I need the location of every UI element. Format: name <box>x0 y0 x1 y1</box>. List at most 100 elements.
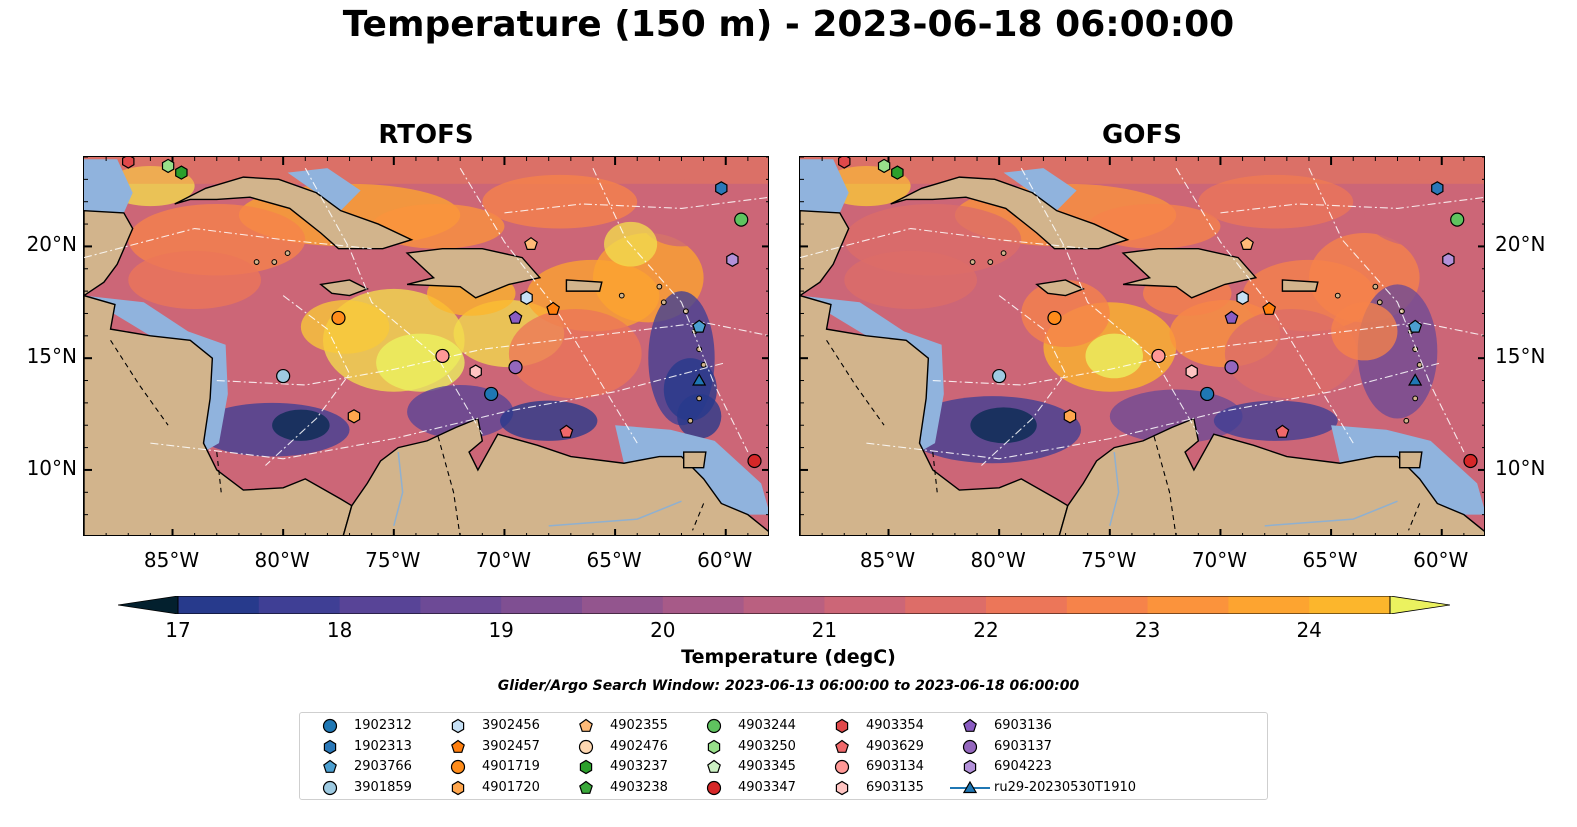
hexagon-marker-icon <box>451 718 465 734</box>
float-marker-4903347 <box>1463 453 1478 469</box>
colorbar-bin <box>662 596 745 614</box>
colorbar-label: Temperature (degC) <box>681 646 896 668</box>
float-marker-ru29-20230530T1910 <box>692 373 707 386</box>
float-marker-1902312 <box>1200 386 1215 402</box>
legend-label: 6903137 <box>994 738 1052 754</box>
legend-label: 3902456 <box>482 718 540 733</box>
search-window-note: Glider/Argo Search Window: 2023-06-13 06… <box>497 678 1080 694</box>
lat-tick-label-right: 10°N <box>1495 455 1546 480</box>
legend-label: ru29-20230530T1910 <box>994 779 1137 795</box>
legend-label: 4903238 <box>610 779 668 795</box>
float-marker-4903354 <box>121 157 135 169</box>
colorbar-bin <box>986 596 1068 614</box>
float-marker-ru29-20230530T1910 <box>1408 373 1423 386</box>
circle-marker-icon <box>322 780 338 795</box>
legend-label: 6903134 <box>866 759 924 774</box>
hexagon-marker-icon <box>451 780 465 795</box>
lat-tick-label-right: 20°N <box>1495 232 1546 257</box>
float-marker-4903250 <box>877 158 891 174</box>
colorbar-bin <box>582 596 664 614</box>
legend-label: 4903237 <box>610 759 668 774</box>
float-marker-4903237 <box>891 165 904 180</box>
float-marker-6903135 <box>1185 364 1198 379</box>
legend-label: 6903136 <box>994 718 1052 733</box>
colorbar-tick-label: 23 <box>1134 618 1161 642</box>
float-marker-4903629 <box>1275 424 1290 438</box>
legend: 1902312 1902313 2903766 3901859 3902456 39024… <box>299 712 1268 800</box>
legend-label: 2903766 <box>354 759 412 774</box>
float-marker-3902457 <box>546 301 561 315</box>
float-marker-1902312 <box>484 386 499 402</box>
colorbar-bin <box>905 596 987 614</box>
lat-tick-label-right: 15°N <box>1495 344 1546 369</box>
float-marker-1902313 <box>715 181 728 196</box>
float-marker-4903629 <box>559 424 574 438</box>
colorbar-bin <box>501 596 583 614</box>
float-marker-3902457 <box>1262 301 1277 315</box>
circle-marker-icon <box>322 718 338 734</box>
colorbar-tick-label: 19 <box>488 618 514 642</box>
float-marker-2903766 <box>1408 319 1423 333</box>
legend-label: 3902457 <box>482 738 540 754</box>
legend-label: 4903345 <box>738 759 796 774</box>
float-marker-4901719 <box>331 310 346 326</box>
lon-tick-label: 65°W <box>1302 548 1358 572</box>
colorbar-max-extend <box>1389 595 1451 615</box>
circle-marker-icon <box>706 718 722 734</box>
legend-label: 4902476 <box>610 738 668 754</box>
legend-label: 6904223 <box>994 759 1052 774</box>
lat-tick-label-left: 10°N <box>26 455 77 480</box>
float-marker-4903244 <box>1450 212 1465 227</box>
circle-marker-icon <box>834 759 850 775</box>
lon-tick-label: 70°W <box>1191 548 1248 572</box>
float-marker-6903136 <box>508 310 523 324</box>
colorbar-tick-label: 21 <box>811 618 838 642</box>
hexagon-marker-icon <box>707 739 721 754</box>
hexagon-marker-icon <box>835 718 849 734</box>
pentagon-marker-icon <box>579 780 593 794</box>
float-marker-4903237 <box>175 165 188 180</box>
float-marker-3902456 <box>520 290 533 305</box>
colorbar-tick-label: 24 <box>1296 618 1322 642</box>
lon-tick-label: 85°W <box>859 548 916 572</box>
float-marker-4901720 <box>1063 409 1077 424</box>
pentagon-marker-icon <box>451 739 465 753</box>
hexagon-marker-icon <box>323 739 337 754</box>
colorbar-bin <box>824 596 906 614</box>
float-marker-3902456 <box>1236 290 1249 305</box>
legend-label: 1902312 <box>354 718 412 733</box>
hexagon-marker-icon <box>963 759 977 775</box>
pentagon-marker-icon <box>579 718 593 732</box>
legend-label: 4901720 <box>482 779 540 795</box>
float-marker-6903135 <box>469 364 482 379</box>
figure-title: Temperature (150 m) - 2023-06-18 06:00:0… <box>342 4 1235 45</box>
colorbar <box>117 595 1451 615</box>
colorbar-bin <box>1228 596 1310 614</box>
lon-tick-label: 80°W <box>254 548 310 572</box>
pentagon-marker-icon <box>707 759 721 773</box>
float-marker-4903244 <box>734 212 749 227</box>
float-marker-4903354 <box>837 157 851 169</box>
float-marker-2903766 <box>692 319 707 333</box>
circle-marker-icon <box>706 780 722 795</box>
float-marker-3901859 <box>276 368 291 384</box>
lon-tick-label: 75°W <box>1081 548 1137 572</box>
circle-marker-icon <box>450 759 466 775</box>
map-rtofs <box>83 156 769 536</box>
float-marker-6903136 <box>1224 310 1239 324</box>
hexagon-marker-icon <box>835 780 849 795</box>
colorbar-bin <box>1147 596 1229 614</box>
float-marker-4902355 <box>1240 236 1254 251</box>
float-marker-4903250 <box>161 158 175 174</box>
colorbar-tick-label: 20 <box>650 618 676 642</box>
legend-label: 4903629 <box>866 738 924 754</box>
float-marker-6904223 <box>726 252 739 267</box>
colorbar-bin <box>178 596 260 614</box>
float-marker-4902355 <box>524 236 538 251</box>
legend-label: 4903244 <box>738 718 796 733</box>
colorbar-bin <box>339 596 421 614</box>
panel-title-rtofs: RTOFS <box>378 120 474 150</box>
legend-label: 4901719 <box>482 759 540 774</box>
lon-tick-label: 60°W <box>1413 548 1469 572</box>
colorbar-tick-label: 22 <box>973 618 999 642</box>
